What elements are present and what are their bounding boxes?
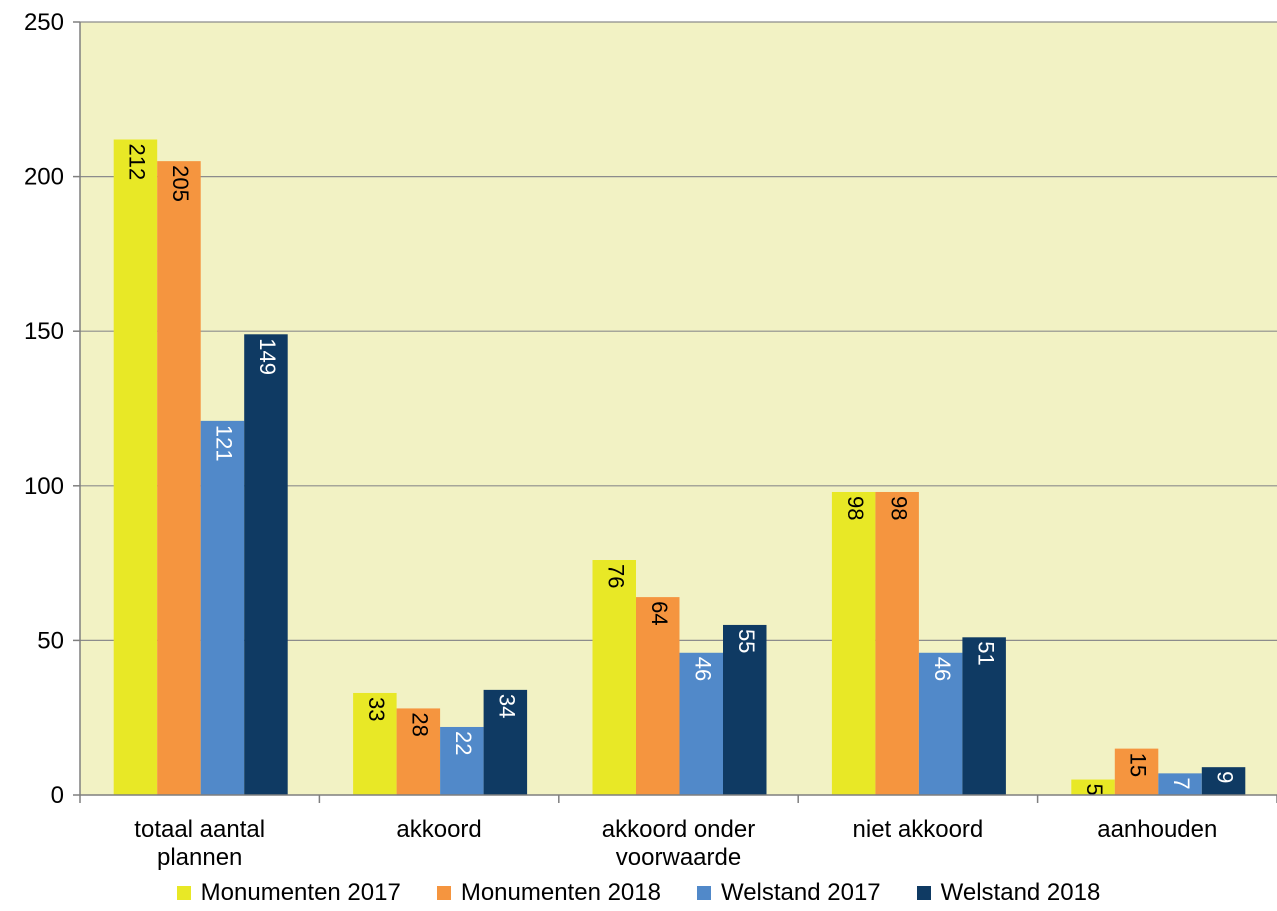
x-tick-label: aanhouden xyxy=(1097,816,1217,843)
legend-label: Welstand 2018 xyxy=(940,879,1101,906)
legend-item: Monumenten 2018 xyxy=(436,879,661,907)
bar xyxy=(875,491,919,795)
y-tick-label: 150 xyxy=(24,318,64,345)
data-label: 98 xyxy=(886,496,911,520)
y-axis: 0 50 100 150 200 250 xyxy=(24,9,81,809)
bar xyxy=(831,491,876,795)
bar xyxy=(113,139,158,796)
data-label: 64 xyxy=(647,601,672,625)
x-tick-label: niet akkoord xyxy=(853,816,984,843)
data-label: 22 xyxy=(451,731,476,755)
data-label: 7 xyxy=(1169,777,1194,789)
bar xyxy=(1071,779,1115,795)
data-label: 33 xyxy=(364,697,389,721)
bar xyxy=(244,334,288,795)
data-label: 46 xyxy=(930,657,955,681)
data-label: 212 xyxy=(125,143,150,180)
data-label: 76 xyxy=(603,564,628,588)
data-label: 9 xyxy=(1213,771,1238,783)
bar xyxy=(679,652,723,795)
data-label: 28 xyxy=(408,712,433,736)
y-tick-label: 250 xyxy=(24,9,64,36)
data-label: 205 xyxy=(168,165,193,202)
data-label: 121 xyxy=(212,425,237,462)
x-tick-label: totaal aantal plannen xyxy=(134,816,265,871)
bar xyxy=(723,624,767,795)
y-tick-label: 50 xyxy=(37,627,64,654)
bar xyxy=(200,420,245,795)
legend-swatch xyxy=(436,886,451,900)
bar xyxy=(1201,767,1246,795)
legend-label: Welstand 2017 xyxy=(720,879,881,906)
y-tick-label: 0 xyxy=(51,782,64,809)
bar xyxy=(918,652,963,795)
bars xyxy=(113,139,1246,796)
data-label: 51 xyxy=(973,641,998,665)
y-tick-label: 200 xyxy=(24,164,64,191)
legend-item: Welstand 2017 xyxy=(696,879,881,907)
bar xyxy=(592,560,636,795)
data-label: 5 xyxy=(1082,784,1107,796)
y-tick-label: 100 xyxy=(24,473,64,500)
legend: Monumenten 2017 Monumenten 2018 Welstand 2… xyxy=(0,876,1277,910)
data-label: 34 xyxy=(495,694,520,718)
bar xyxy=(962,637,1006,795)
legend-label: Monumenten 2018 xyxy=(460,879,661,906)
x-tick-label: akkoord xyxy=(396,816,481,843)
bar-chart: 212 33 76 98 5 205 28 64 98 15 121 22 46 46 7 149 34 55 51… xyxy=(24,9,1277,871)
legend-swatch xyxy=(696,886,711,900)
data-label: 149 xyxy=(255,338,280,375)
legend-swatch xyxy=(176,886,191,900)
bar xyxy=(636,597,680,795)
data-label: 46 xyxy=(690,657,715,681)
legend-item: Monumenten 2017 xyxy=(176,879,401,907)
bar xyxy=(396,708,441,795)
legend-swatch xyxy=(916,886,931,900)
bar xyxy=(483,689,528,795)
bar xyxy=(353,692,397,795)
legend-item: Welstand 2018 xyxy=(916,879,1101,907)
data-labels: 212 33 76 98 5 205 28 64 98 15 121 22 46 46 7 149 34 55 51… xyxy=(125,143,1238,795)
data-label: 98 xyxy=(843,496,868,520)
data-label: 55 xyxy=(734,629,759,653)
bar xyxy=(157,161,201,795)
bar xyxy=(440,726,484,795)
legend-label: Monumenten 2017 xyxy=(200,879,401,906)
bar xyxy=(1158,773,1202,795)
x-axis: totaal aantal plannen akkoord akkoord onder… xyxy=(79,794,1277,871)
bar xyxy=(1114,748,1159,795)
data-label: 15 xyxy=(1126,753,1151,777)
x-tick-label: akkoord onder voorwaarde xyxy=(602,816,755,871)
